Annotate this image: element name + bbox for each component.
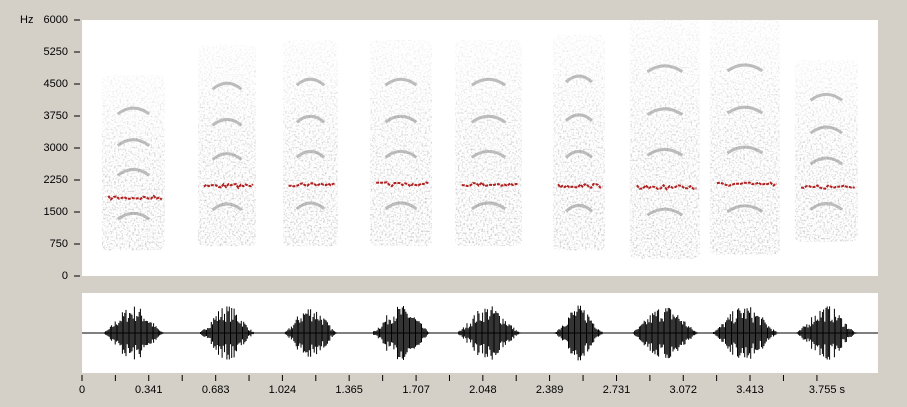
y-tick-label: 4500 <box>44 78 68 90</box>
y-tick-label: 3750 <box>44 110 68 122</box>
harmonic <box>646 147 684 157</box>
waveform-burst <box>553 305 604 361</box>
harmonic <box>116 106 151 116</box>
harmonic <box>646 207 684 217</box>
syllable-energy <box>198 45 256 247</box>
syllable <box>552 34 605 361</box>
syllable-energy <box>283 40 339 247</box>
syllable <box>198 45 256 360</box>
harmonic <box>564 203 593 213</box>
x-tick-label: 1.365 <box>335 384 363 396</box>
harmonic <box>116 167 151 177</box>
harmonic <box>116 211 151 221</box>
x-tick-label: 2.731 <box>603 384 631 396</box>
waveform-burst <box>455 306 522 360</box>
harmonic <box>809 156 843 166</box>
harmonic <box>564 113 593 122</box>
harmonic <box>211 202 243 212</box>
pitch-track <box>107 194 163 202</box>
waveform-burst <box>630 307 699 359</box>
y-tick-label: 6000 <box>44 14 68 26</box>
harmonic <box>211 117 243 127</box>
syllable-energy <box>552 34 605 251</box>
harmonic <box>295 149 326 159</box>
harmonic <box>726 204 764 213</box>
y-tick-label: 750 <box>50 238 68 250</box>
y-axis-label: Hz <box>20 14 33 26</box>
pitch-track <box>203 182 254 190</box>
harmonic <box>470 114 507 124</box>
harmonic <box>295 114 326 124</box>
x-tick-label: 3.755 s <box>809 384 846 396</box>
y-tick-label: 5250 <box>44 46 68 58</box>
harmonic <box>470 77 507 87</box>
harmonic <box>384 201 418 211</box>
syllable-energy <box>794 59 858 242</box>
syllable <box>283 40 339 357</box>
syllable-energy <box>629 20 700 259</box>
harmonic <box>809 125 843 135</box>
x-tick-label: 2.048 <box>469 384 497 396</box>
harmonic <box>564 149 593 159</box>
pitch-track <box>288 182 336 188</box>
x-tick-label: 2.389 <box>536 384 564 396</box>
harmonic <box>646 64 684 74</box>
x-tick-label: 1.707 <box>402 384 430 396</box>
y-tick-label: 1500 <box>44 206 68 218</box>
waveform-burst <box>198 306 255 360</box>
harmonic <box>564 74 593 84</box>
harmonic <box>809 201 843 211</box>
harmonic <box>809 92 843 102</box>
harmonic <box>470 201 507 211</box>
harmonic <box>211 81 243 91</box>
syllable <box>709 20 780 359</box>
syllable <box>455 40 522 360</box>
harmonic <box>295 77 326 87</box>
pitch-track <box>461 181 519 188</box>
pitch-track <box>636 183 697 191</box>
syllable <box>629 20 700 359</box>
syllable-energy <box>455 40 522 247</box>
harmonic <box>726 105 764 115</box>
harmonic <box>295 201 326 211</box>
pitch-track <box>557 182 603 189</box>
harmonic <box>384 149 418 159</box>
syllable-energy <box>369 40 432 247</box>
harmonic <box>726 145 764 155</box>
y-tick-label: 0 <box>62 270 68 282</box>
harmonic <box>726 63 764 73</box>
harmonic <box>470 149 507 159</box>
harmonic <box>384 77 418 87</box>
harmonic <box>384 114 418 124</box>
harmonic <box>646 107 684 117</box>
waveform-burst <box>370 306 432 360</box>
pitch-track <box>376 181 430 188</box>
x-tick-label: 0.683 <box>202 384 230 396</box>
syllable <box>369 40 432 360</box>
syllable <box>101 74 165 360</box>
y-tick-label: 3000 <box>44 142 68 154</box>
y-tick-label: 2250 <box>44 174 68 186</box>
waveform-burst <box>795 306 858 360</box>
x-tick-label: 0.341 <box>135 384 163 396</box>
waveform-burst <box>710 307 780 359</box>
x-tick-label: 1.024 <box>269 384 297 396</box>
pitch-track <box>716 181 778 187</box>
x-tick-label: 3.072 <box>669 384 697 396</box>
x-tick-label: 0 <box>79 384 85 396</box>
syllable <box>794 59 858 360</box>
waveform-burst <box>102 306 165 360</box>
harmonic <box>116 138 151 147</box>
syllable-energy <box>101 74 165 251</box>
syllable-energy <box>709 20 780 255</box>
waveform-burst <box>283 309 338 357</box>
x-tick-label: 3.413 <box>736 384 764 396</box>
harmonic <box>211 152 243 161</box>
pitch-track <box>801 184 855 190</box>
